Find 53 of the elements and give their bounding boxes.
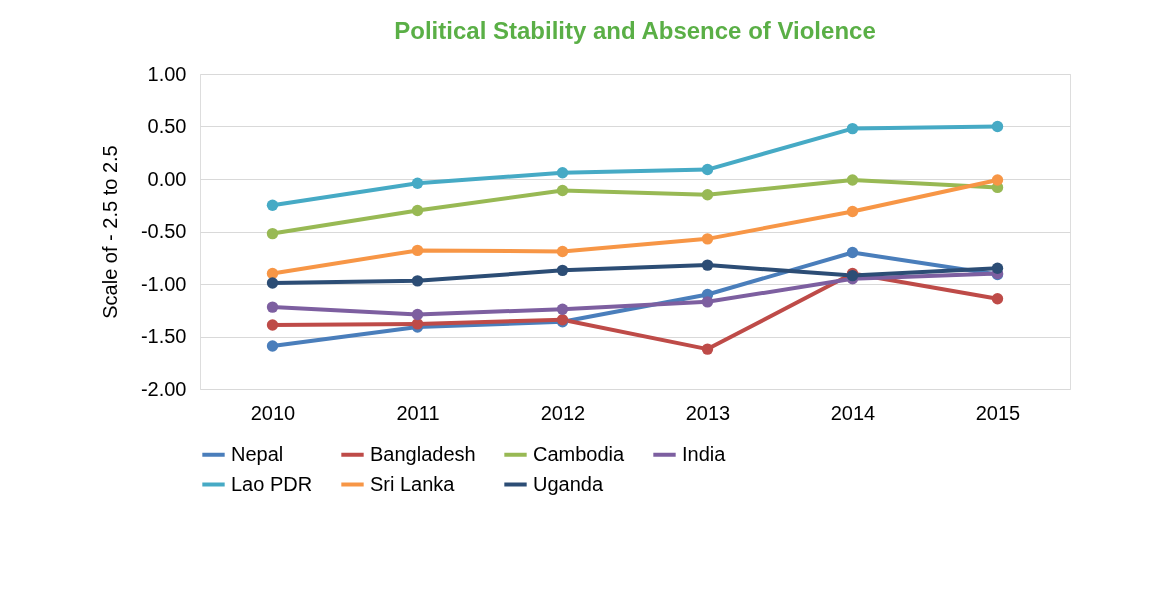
point: [701, 163, 714, 176]
x-tick-label: 2011: [396, 401, 440, 424]
y-tick-label: -1.50: [140, 325, 187, 347]
point: [991, 174, 1004, 186]
point: [266, 301, 279, 313]
point: [846, 205, 859, 218]
legend-label: Uganda: [533, 472, 604, 495]
point: [266, 199, 279, 211]
y-tick-label: 1.00: [147, 62, 187, 85]
point: [266, 340, 279, 352]
y-tick-label: 0.50: [147, 115, 187, 137]
point: [991, 120, 1004, 133]
point: [411, 244, 424, 257]
legend-label: India: [682, 442, 727, 465]
point: [556, 303, 569, 315]
point: [846, 174, 859, 186]
point: [701, 189, 714, 201]
point: [266, 227, 279, 240]
point: [701, 259, 714, 271]
y-axis-title: Scale of - 2.5 to 2.5: [98, 145, 121, 319]
point: [846, 246, 859, 259]
x-tick-label: 2013: [685, 401, 731, 424]
legend-label: Nepal: [231, 442, 284, 465]
point: [846, 122, 859, 135]
point: [556, 245, 569, 258]
point: [701, 343, 714, 355]
point: [266, 267, 279, 280]
point: [266, 319, 279, 331]
point: [991, 262, 1004, 274]
chart-title: Political Stability and Absence of Violence: [394, 17, 876, 44]
point: [701, 296, 714, 308]
point: [411, 275, 424, 287]
y-tick-label: -1.00: [140, 272, 187, 295]
legend-label: Sri Lanka: [370, 472, 456, 495]
point: [411, 204, 424, 217]
x-tick-label: 2012: [540, 401, 586, 424]
x-tick-label: 2014: [830, 401, 876, 424]
point: [556, 264, 569, 277]
y-tick-label: -2.00: [140, 377, 187, 400]
point: [556, 184, 569, 197]
point: [701, 233, 714, 245]
legend-label: Bangladesh: [370, 442, 476, 465]
x-tick-label: 2015: [975, 401, 1021, 424]
point: [556, 167, 569, 179]
y-tick-label: -0.50: [140, 220, 187, 242]
x-tick-label: 2010: [250, 401, 296, 424]
legend-label: Cambodia: [533, 442, 626, 465]
point: [411, 308, 424, 321]
point: [411, 177, 424, 189]
y-tick-label: 0.00: [147, 167, 187, 190]
legend-label: Lao PDR: [231, 472, 313, 495]
point: [266, 277, 279, 289]
point: [991, 293, 1004, 305]
